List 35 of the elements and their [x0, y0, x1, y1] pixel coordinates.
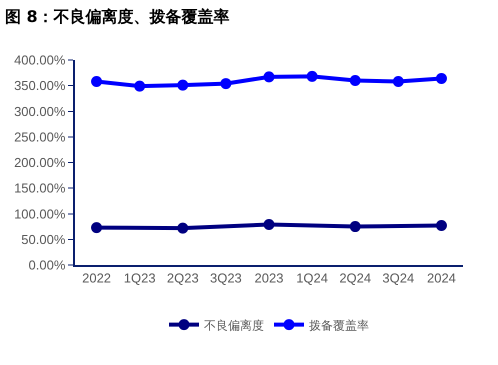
y-tick-label: 200.00%	[14, 155, 66, 170]
x-tick-label: 2023	[254, 270, 284, 286]
x-tick-label: 2024	[426, 270, 456, 286]
point	[177, 222, 188, 234]
legend-label: 不良偏离度	[204, 318, 264, 332]
y-tick-label: 400.00%	[14, 52, 66, 68]
point	[392, 76, 404, 88]
y-tick-label: 50.00%	[21, 232, 66, 247]
point	[91, 222, 102, 234]
x-tick-label: 3Q24	[382, 270, 414, 286]
point	[436, 72, 447, 84]
x-tick-label: 3Q23	[210, 270, 242, 286]
x-tick-label: 2Q23	[166, 270, 199, 286]
x-tick-label: 1Q23	[124, 270, 156, 286]
y-tick-label: 100.00%	[14, 206, 66, 222]
point	[264, 71, 274, 82]
x-tick-label: 2022	[82, 270, 112, 286]
chart-title: 图 8：不良偏离度、拨备覆盖率	[4, 7, 230, 26]
x-tick-label: 2Q24	[339, 270, 372, 286]
point	[264, 219, 274, 230]
point	[134, 80, 146, 92]
legend-label: 拨备覆盖率	[309, 318, 369, 332]
point	[436, 220, 447, 232]
y-tick-label: 250.00%	[14, 129, 66, 144]
point	[350, 75, 361, 86]
y-tick-label: 0.00%	[28, 258, 66, 273]
x-tick-label: 1Q24	[296, 270, 328, 286]
point	[220, 78, 232, 90]
y-tick-label: 350.00%	[14, 78, 66, 94]
y-tick-label: 300.00%	[14, 104, 66, 119]
point	[350, 221, 361, 232]
point	[306, 70, 318, 82]
point	[177, 80, 188, 91]
y-tick-label: 150.00%	[14, 180, 66, 196]
point	[91, 76, 102, 88]
